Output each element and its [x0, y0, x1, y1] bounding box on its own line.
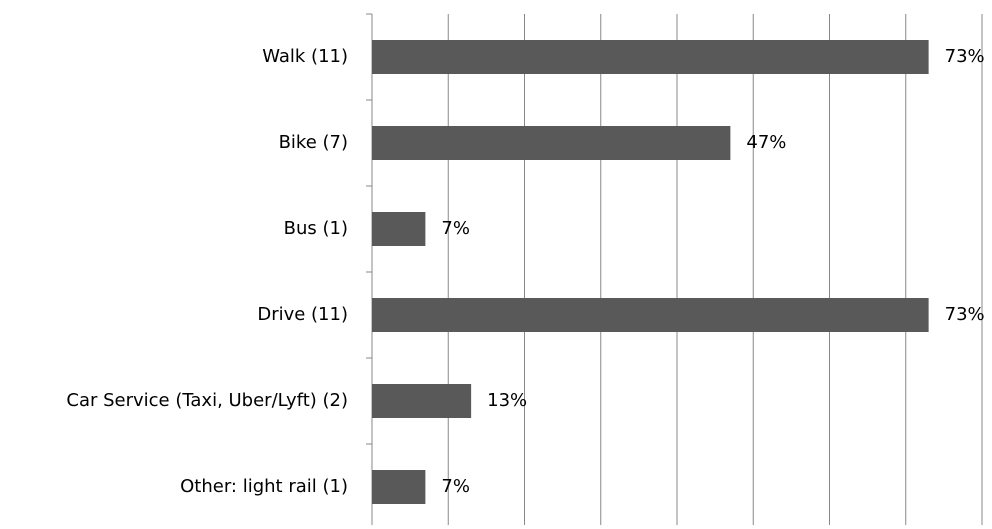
bar — [372, 470, 426, 504]
data-label: 73% — [945, 304, 985, 325]
y-tick-label: Bike (7) — [279, 132, 348, 153]
data-label: 13% — [487, 390, 527, 411]
bar — [372, 40, 929, 74]
y-tick-label: Other: light rail (1) — [180, 476, 348, 497]
data-label: 7% — [441, 476, 470, 497]
bar — [372, 298, 929, 332]
bar — [372, 384, 472, 418]
y-tick-label: Bus (1) — [284, 218, 348, 239]
y-tick-label: Walk (11) — [262, 46, 348, 67]
data-label: 47% — [746, 132, 786, 153]
y-tick-label: Car Service (Taxi, Uber/Lyft) (2) — [66, 390, 348, 411]
bar — [372, 126, 731, 160]
data-label: 7% — [441, 218, 470, 239]
y-tick-label: Drive (11) — [257, 304, 348, 325]
data-label: 73% — [945, 46, 985, 67]
bar — [372, 212, 426, 246]
